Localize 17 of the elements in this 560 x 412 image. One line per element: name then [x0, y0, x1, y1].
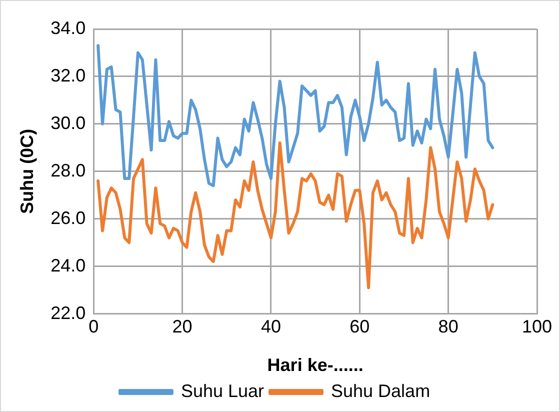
- y-tick-label: 24.0: [50, 255, 86, 276]
- y-axis-title: Suhu (0C): [16, 128, 37, 214]
- x-tick-label: 20: [172, 316, 192, 337]
- y-tick-label: 22.0: [50, 302, 86, 323]
- x-tick-label: 0: [88, 316, 99, 337]
- x-tick-label: 60: [350, 316, 370, 337]
- y-tick-label: 26.0: [50, 208, 86, 228]
- x-tick-label: 80: [438, 316, 458, 337]
- x-axis-title: Hari ke-......: [267, 355, 364, 376]
- x-tick-label: 40: [260, 316, 281, 337]
- y-tick-label: 30.0: [50, 112, 86, 133]
- legend-label: Suhu Luar: [180, 380, 264, 401]
- x-tick-label: 100: [522, 316, 552, 337]
- y-tick-label: 34.0: [50, 18, 86, 38]
- y-tick-label: 28.0: [50, 160, 86, 180]
- legend-label: Suhu Dalam: [331, 380, 430, 401]
- y-tick-label: 32.0: [50, 65, 86, 86]
